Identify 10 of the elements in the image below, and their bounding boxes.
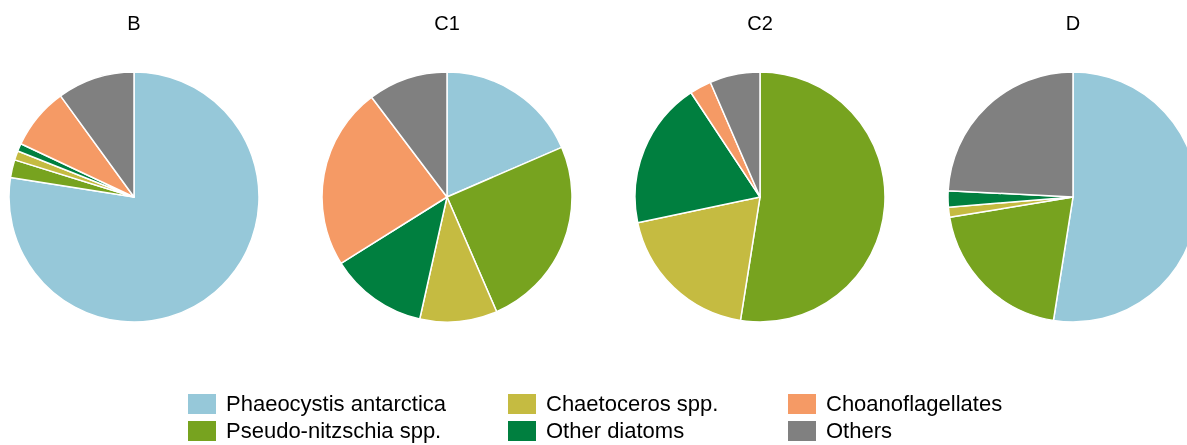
- legend-label: Pseudo-nitzschia spp.: [226, 417, 442, 444]
- legend-label: Phaeocystis antarctica: [226, 390, 447, 417]
- legend-label: Others: [826, 417, 893, 444]
- legend-label: Choanoflagellates: [826, 390, 1003, 417]
- legend-label: Other diatoms: [546, 417, 685, 444]
- legend-label: Chaetoceros spp.: [546, 390, 719, 417]
- chart-title: C2: [747, 12, 773, 34]
- chart-title: D: [1065, 12, 1081, 34]
- chart-title: B: [127, 12, 141, 34]
- chart-title: C1: [434, 12, 460, 34]
